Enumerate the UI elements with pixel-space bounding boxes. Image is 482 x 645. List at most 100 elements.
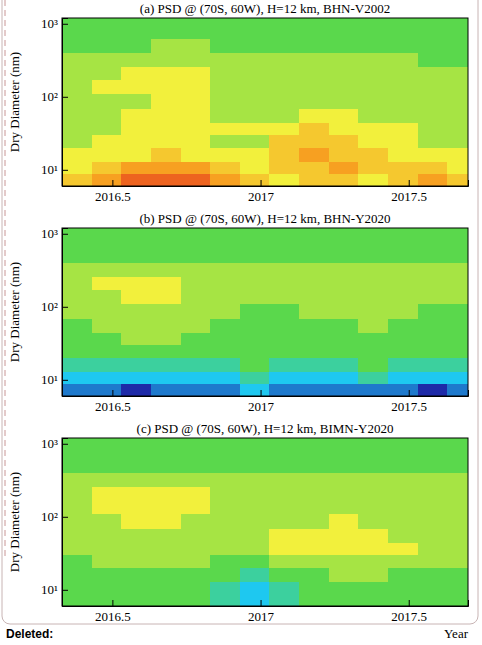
- heat-cell: [447, 53, 468, 67]
- heat-cell: [121, 122, 151, 135]
- heat-cell: [447, 318, 468, 333]
- heat-cell: [121, 358, 151, 372]
- heat-cell: [92, 486, 122, 500]
- heat-cell: [418, 66, 448, 80]
- heat-cell: [329, 581, 359, 593]
- heat-cell: [210, 542, 240, 555]
- heat-cell: [210, 263, 240, 277]
- heat-cell: [240, 173, 270, 186]
- heat-cell: [92, 39, 122, 53]
- heat-cell: [269, 263, 299, 277]
- heat-cell: [151, 568, 181, 582]
- x-axis: 2016.520172017.5: [63, 600, 469, 624]
- heat-cell: [329, 542, 359, 555]
- x-tick-mark: [112, 600, 113, 606]
- heat-cell: [92, 371, 122, 383]
- y-axis-line: [63, 439, 69, 607]
- heat-cell: [92, 161, 122, 173]
- heat-cell: [240, 514, 270, 529]
- heat-cell: [299, 228, 329, 249]
- heat-cell: [62, 438, 92, 459]
- heat-cell: [418, 383, 448, 396]
- heat-cell: [418, 263, 448, 277]
- y-tick-label: 10³: [41, 16, 58, 31]
- heat-cell: [447, 528, 468, 543]
- heat-cell: [181, 358, 211, 372]
- heat-cell: [62, 514, 92, 529]
- heat-cell: [299, 358, 329, 372]
- heat-cell: [62, 148, 92, 162]
- heat-cell: [92, 290, 122, 304]
- heat-cell: [210, 122, 240, 135]
- heat-cell: [181, 438, 211, 459]
- heat-cell: [181, 173, 211, 186]
- heat-cell: [240, 66, 270, 80]
- heat-cell: [388, 593, 418, 606]
- heat-cell: [299, 39, 329, 53]
- y-axis: 10¹10²10³: [41, 16, 68, 186]
- heat-cell: [240, 318, 270, 333]
- heat-cell: [329, 66, 359, 80]
- heat-cell: [299, 500, 329, 514]
- y-tick: 10¹: [41, 372, 68, 387]
- heat-cell: [92, 438, 122, 459]
- heat-cell: [329, 249, 359, 263]
- heat-cell: [181, 473, 211, 487]
- heat-cell: [299, 459, 329, 473]
- heat-cell: [240, 438, 270, 459]
- heat-cell: [388, 528, 418, 543]
- heat-cell: [329, 593, 359, 606]
- heat-cell: [358, 568, 388, 582]
- heat-cell: [240, 53, 270, 67]
- heat-cell: [269, 94, 299, 109]
- panel-title: (a) PSD @ (70S, 60W), H=12 km, BHN-V2002: [140, 1, 390, 16]
- x-tick: 2017: [248, 180, 275, 204]
- heat-cell: [240, 228, 270, 249]
- heat-cell: [210, 345, 240, 358]
- heat-cell: [151, 53, 181, 67]
- heat-cell: [299, 383, 329, 396]
- heat-cell: [269, 528, 299, 543]
- heat-cell: [240, 332, 270, 345]
- heat-cell: [299, 173, 329, 186]
- x-axis-line: [63, 600, 469, 607]
- heat-cell: [418, 332, 448, 345]
- heat-cell: [181, 514, 211, 529]
- heat-cell: [299, 593, 329, 606]
- heat-cell: [121, 371, 151, 383]
- heat-cell: [358, 276, 388, 290]
- heat-cell: [299, 568, 329, 582]
- heat-cell: [240, 500, 270, 514]
- heat-cell: [418, 581, 448, 593]
- heat-cell: [181, 135, 211, 148]
- heat-cell: [210, 332, 240, 345]
- heat-cell: [329, 332, 359, 345]
- heat-cell: [269, 148, 299, 162]
- heat-cell: [388, 459, 418, 473]
- heat-cell: [447, 383, 468, 396]
- heat-cell: [418, 108, 448, 123]
- x-tick-label: 2017.5: [391, 189, 427, 204]
- heat-cell: [62, 383, 92, 396]
- x-tick-mark: [112, 180, 113, 186]
- heat-cell: [210, 500, 240, 514]
- heat-cell: [418, 438, 448, 459]
- heat-cell: [151, 290, 181, 304]
- x-tick: 2017: [248, 390, 275, 414]
- heat-cell: [92, 383, 122, 396]
- x-tick-label: 2016.5: [95, 609, 131, 624]
- heat-cell: [181, 568, 211, 582]
- heat-cell: [269, 290, 299, 304]
- heat-cell: [181, 486, 211, 500]
- y-axis-title: Dry Diameter (nm): [7, 472, 22, 572]
- y-tick: 10²: [41, 299, 68, 314]
- y-tick-label: 10²: [41, 299, 58, 314]
- heat-cell: [418, 486, 448, 500]
- heat-cell: [329, 383, 359, 396]
- heat-cell: [329, 371, 359, 383]
- heat-cell: [240, 486, 270, 500]
- heat-cell: [447, 486, 468, 500]
- heat-cell: [210, 39, 240, 53]
- heat-cell: [92, 318, 122, 333]
- heat-cell: [151, 514, 181, 529]
